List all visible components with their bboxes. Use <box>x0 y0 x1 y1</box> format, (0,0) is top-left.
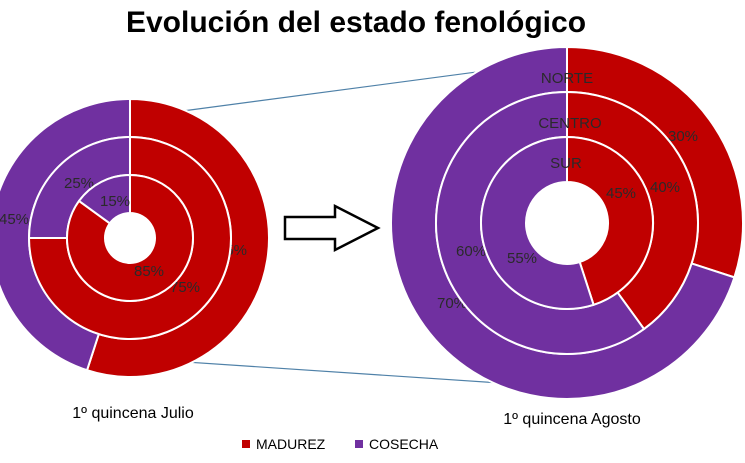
arrow-right-icon <box>283 203 381 253</box>
julio-ring-3-madurez-slice <box>66 173 194 302</box>
agosto-sur-madurez-data-label: 45% <box>606 185 636 202</box>
legend-swatch-cosecha <box>355 440 363 448</box>
chart-title: Evolución del estado fenológico <box>126 6 586 39</box>
legend-swatch-madurez <box>242 440 250 448</box>
legend-label-cosecha: COSECHA <box>369 436 439 452</box>
legend-label-madurez: MADUREZ <box>256 436 326 452</box>
julio-ring-2-madurez-data-label: 75% <box>170 279 200 296</box>
doughnut-julio: 55%45%75%25%85%15% <box>0 97 270 378</box>
agosto-ring-name-sur: SUR <box>550 155 582 172</box>
agosto-norte-madurez-data-label: 30% <box>668 128 698 145</box>
agosto-centro-cosecha-data-label: 60% <box>456 243 486 260</box>
julio-ring-1-cosecha-data-label: 45% <box>0 211 29 228</box>
caption-agosto: 1º quincena Agosto <box>503 411 641 428</box>
agosto-ring-name-centro: CENTRO <box>538 115 601 132</box>
legend: MADUREZ COSECHA <box>242 436 439 452</box>
julio-ring-3-cosecha-slice <box>77 173 131 225</box>
caption-julio: 1º quincena Julio <box>72 405 194 422</box>
agosto-sur-cosecha-slice <box>480 135 595 310</box>
julio-ring-3-madurez-data-label: 85% <box>134 263 164 280</box>
julio-ring-3-cosecha-data-label: 15% <box>100 193 130 210</box>
julio-ring-2-cosecha-data-label: 25% <box>64 175 94 192</box>
agosto-sur-cosecha-data-label: 55% <box>507 250 537 267</box>
agosto-centro-madurez-data-label: 40% <box>650 179 680 196</box>
agosto-ring-name-norte: NORTE <box>541 70 593 87</box>
agosto-sur-madurez-slice <box>566 135 654 307</box>
